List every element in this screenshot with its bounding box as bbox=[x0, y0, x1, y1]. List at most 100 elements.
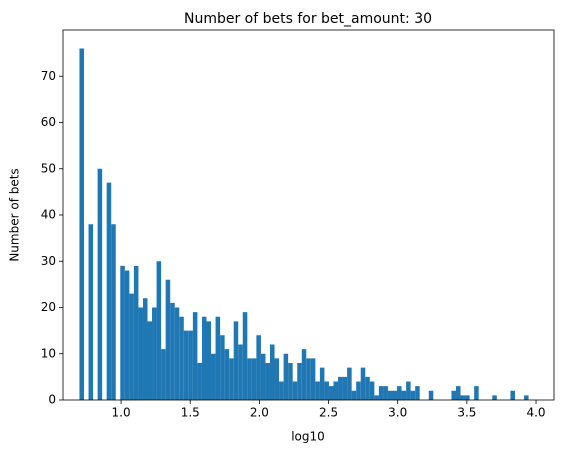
bar bbox=[319, 367, 325, 400]
bar bbox=[233, 321, 239, 400]
y-tick-label: 20 bbox=[41, 300, 56, 314]
y-tick-label: 60 bbox=[41, 115, 56, 129]
bar bbox=[492, 395, 497, 400]
bar bbox=[524, 395, 529, 400]
bar bbox=[192, 312, 198, 400]
bar bbox=[510, 390, 515, 400]
bar bbox=[283, 353, 289, 400]
bar bbox=[251, 358, 257, 400]
bar bbox=[365, 376, 370, 400]
bar bbox=[374, 395, 379, 400]
x-tick-label: 1.0 bbox=[112, 406, 131, 420]
bar bbox=[301, 349, 307, 400]
bar bbox=[170, 302, 175, 400]
bar bbox=[397, 386, 402, 400]
bar bbox=[460, 395, 466, 400]
bar bbox=[129, 293, 134, 400]
bar bbox=[179, 316, 184, 400]
y-tick-label: 10 bbox=[41, 346, 56, 360]
bar bbox=[288, 363, 293, 400]
bar bbox=[211, 353, 216, 400]
bar bbox=[410, 390, 416, 400]
bar bbox=[138, 307, 143, 400]
bar bbox=[265, 363, 270, 400]
bar bbox=[378, 386, 384, 400]
bar bbox=[315, 381, 320, 400]
bar bbox=[347, 367, 352, 400]
bar bbox=[229, 358, 234, 400]
x-tick-label: 1.5 bbox=[181, 406, 200, 420]
bar bbox=[97, 168, 103, 400]
bar bbox=[165, 279, 171, 400]
bar bbox=[279, 381, 284, 400]
x-axis-label: log10 bbox=[291, 430, 325, 444]
y-tick-label: 50 bbox=[41, 161, 56, 175]
bar bbox=[156, 261, 162, 400]
bar bbox=[106, 182, 112, 400]
bar bbox=[256, 335, 261, 400]
bar bbox=[297, 363, 302, 400]
bar bbox=[111, 224, 116, 400]
bar bbox=[242, 312, 248, 400]
x-tick-label: 4.0 bbox=[526, 406, 545, 420]
bar bbox=[215, 316, 221, 400]
bar bbox=[328, 386, 334, 400]
y-tick-label: 40 bbox=[41, 208, 56, 222]
bar bbox=[387, 390, 393, 400]
bar bbox=[342, 376, 348, 400]
bar bbox=[351, 390, 357, 400]
bar bbox=[197, 363, 202, 400]
bar bbox=[356, 381, 361, 400]
bar bbox=[369, 381, 375, 400]
bar bbox=[188, 330, 193, 400]
bar bbox=[455, 386, 461, 400]
bar bbox=[161, 349, 166, 400]
bar bbox=[415, 386, 420, 400]
bar bbox=[392, 390, 398, 400]
bar bbox=[465, 395, 470, 400]
y-tick-label: 30 bbox=[41, 254, 56, 268]
bar bbox=[183, 330, 189, 400]
bar bbox=[401, 390, 407, 400]
bar bbox=[260, 353, 266, 400]
bar bbox=[206, 321, 212, 400]
bar bbox=[152, 307, 157, 400]
bar bbox=[247, 358, 252, 400]
y-tick-label: 70 bbox=[41, 69, 56, 83]
bar bbox=[79, 48, 84, 400]
bar bbox=[383, 386, 388, 400]
bar bbox=[451, 390, 456, 400]
chart-title: Number of bets for bet_amount: 30 bbox=[184, 11, 432, 27]
bar bbox=[88, 224, 94, 400]
bar bbox=[269, 344, 275, 400]
bar bbox=[124, 270, 130, 400]
bar bbox=[428, 390, 434, 400]
bar bbox=[306, 358, 311, 400]
plot-area bbox=[79, 48, 529, 400]
bar bbox=[274, 358, 280, 400]
bar bbox=[474, 386, 479, 400]
x-tick-label: 3.0 bbox=[388, 406, 407, 420]
bar bbox=[292, 381, 298, 400]
bar bbox=[360, 367, 366, 400]
x-tick-label: 2.0 bbox=[250, 406, 269, 420]
bar bbox=[147, 321, 153, 400]
bar bbox=[238, 344, 243, 400]
bar bbox=[333, 381, 339, 400]
bar bbox=[120, 265, 125, 400]
y-axis-label: Number of bets bbox=[8, 168, 22, 261]
bar bbox=[133, 265, 139, 400]
y-tick-label: 0 bbox=[48, 393, 56, 407]
bar bbox=[310, 358, 316, 400]
bar bbox=[201, 316, 207, 400]
bar bbox=[220, 335, 225, 400]
x-tick-label: 2.5 bbox=[319, 406, 338, 420]
bar bbox=[338, 376, 343, 400]
bar bbox=[324, 381, 329, 400]
bar bbox=[142, 298, 148, 400]
bar bbox=[224, 349, 230, 400]
bar bbox=[406, 381, 411, 400]
bar bbox=[174, 307, 180, 400]
x-tick-label: 3.5 bbox=[457, 406, 476, 420]
